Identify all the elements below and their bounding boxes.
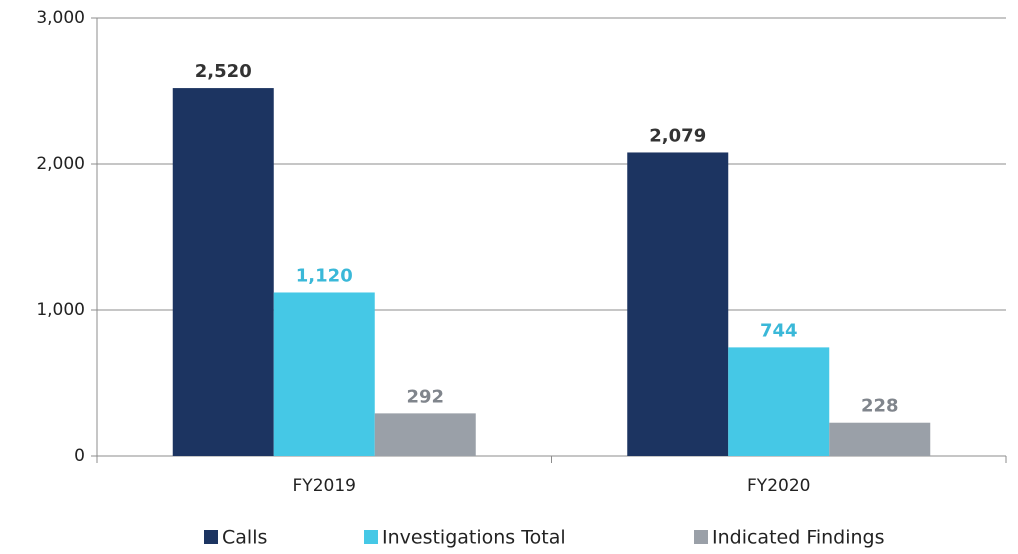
legend-label: Indicated Findings [712, 527, 885, 549]
x-tick-label: FY2019 [293, 476, 356, 496]
value-label: 228 [861, 396, 899, 417]
bar [172, 88, 274, 456]
y-tick-label: 3,000 [36, 8, 85, 28]
legend-label: Investigations Total [382, 527, 566, 549]
value-label: 744 [760, 320, 798, 341]
y-tick-label: 0 [74, 446, 85, 466]
y-tick-label: 1,000 [36, 300, 85, 320]
bar [829, 422, 931, 456]
value-label: 292 [406, 386, 444, 407]
bar [627, 152, 729, 456]
legend-label: Calls [222, 527, 267, 549]
bar [374, 413, 476, 456]
y-tick-label: 2,000 [36, 154, 85, 174]
bar [728, 347, 830, 456]
value-label: 2,520 [195, 61, 252, 82]
value-label: 1,120 [296, 265, 353, 286]
bar [273, 292, 375, 456]
x-tick-label: FY2020 [747, 476, 810, 496]
legend-swatch [694, 530, 708, 544]
value-label: 2,079 [649, 125, 706, 146]
legend-swatch [204, 530, 218, 544]
legend-swatch [364, 530, 378, 544]
